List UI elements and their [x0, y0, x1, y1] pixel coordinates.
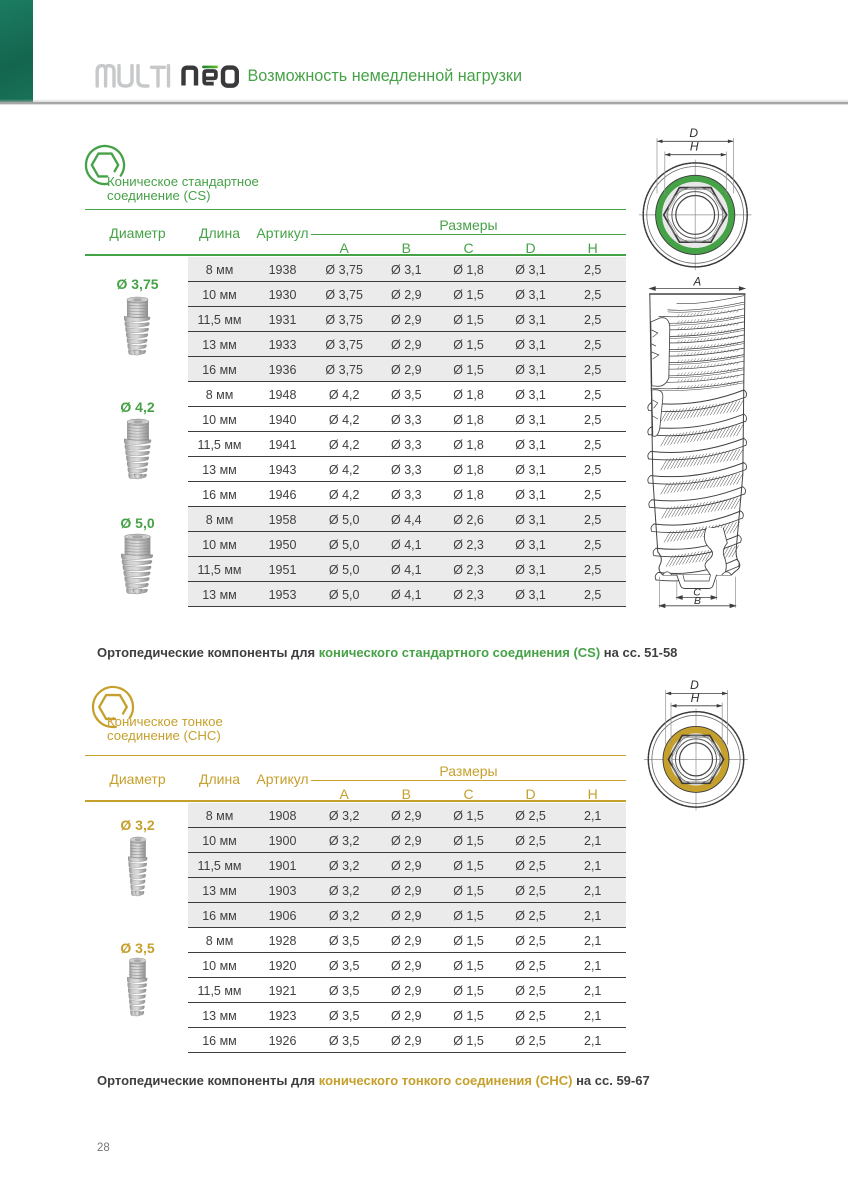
svg-text:B: B — [694, 595, 701, 607]
svg-text:C: C — [693, 587, 701, 599]
svg-text:D: D — [690, 678, 699, 692]
svg-text:D: D — [689, 126, 698, 140]
svg-text:H: H — [690, 140, 699, 154]
svg-text:H: H — [691, 691, 700, 705]
svg-text:A: A — [692, 277, 701, 289]
